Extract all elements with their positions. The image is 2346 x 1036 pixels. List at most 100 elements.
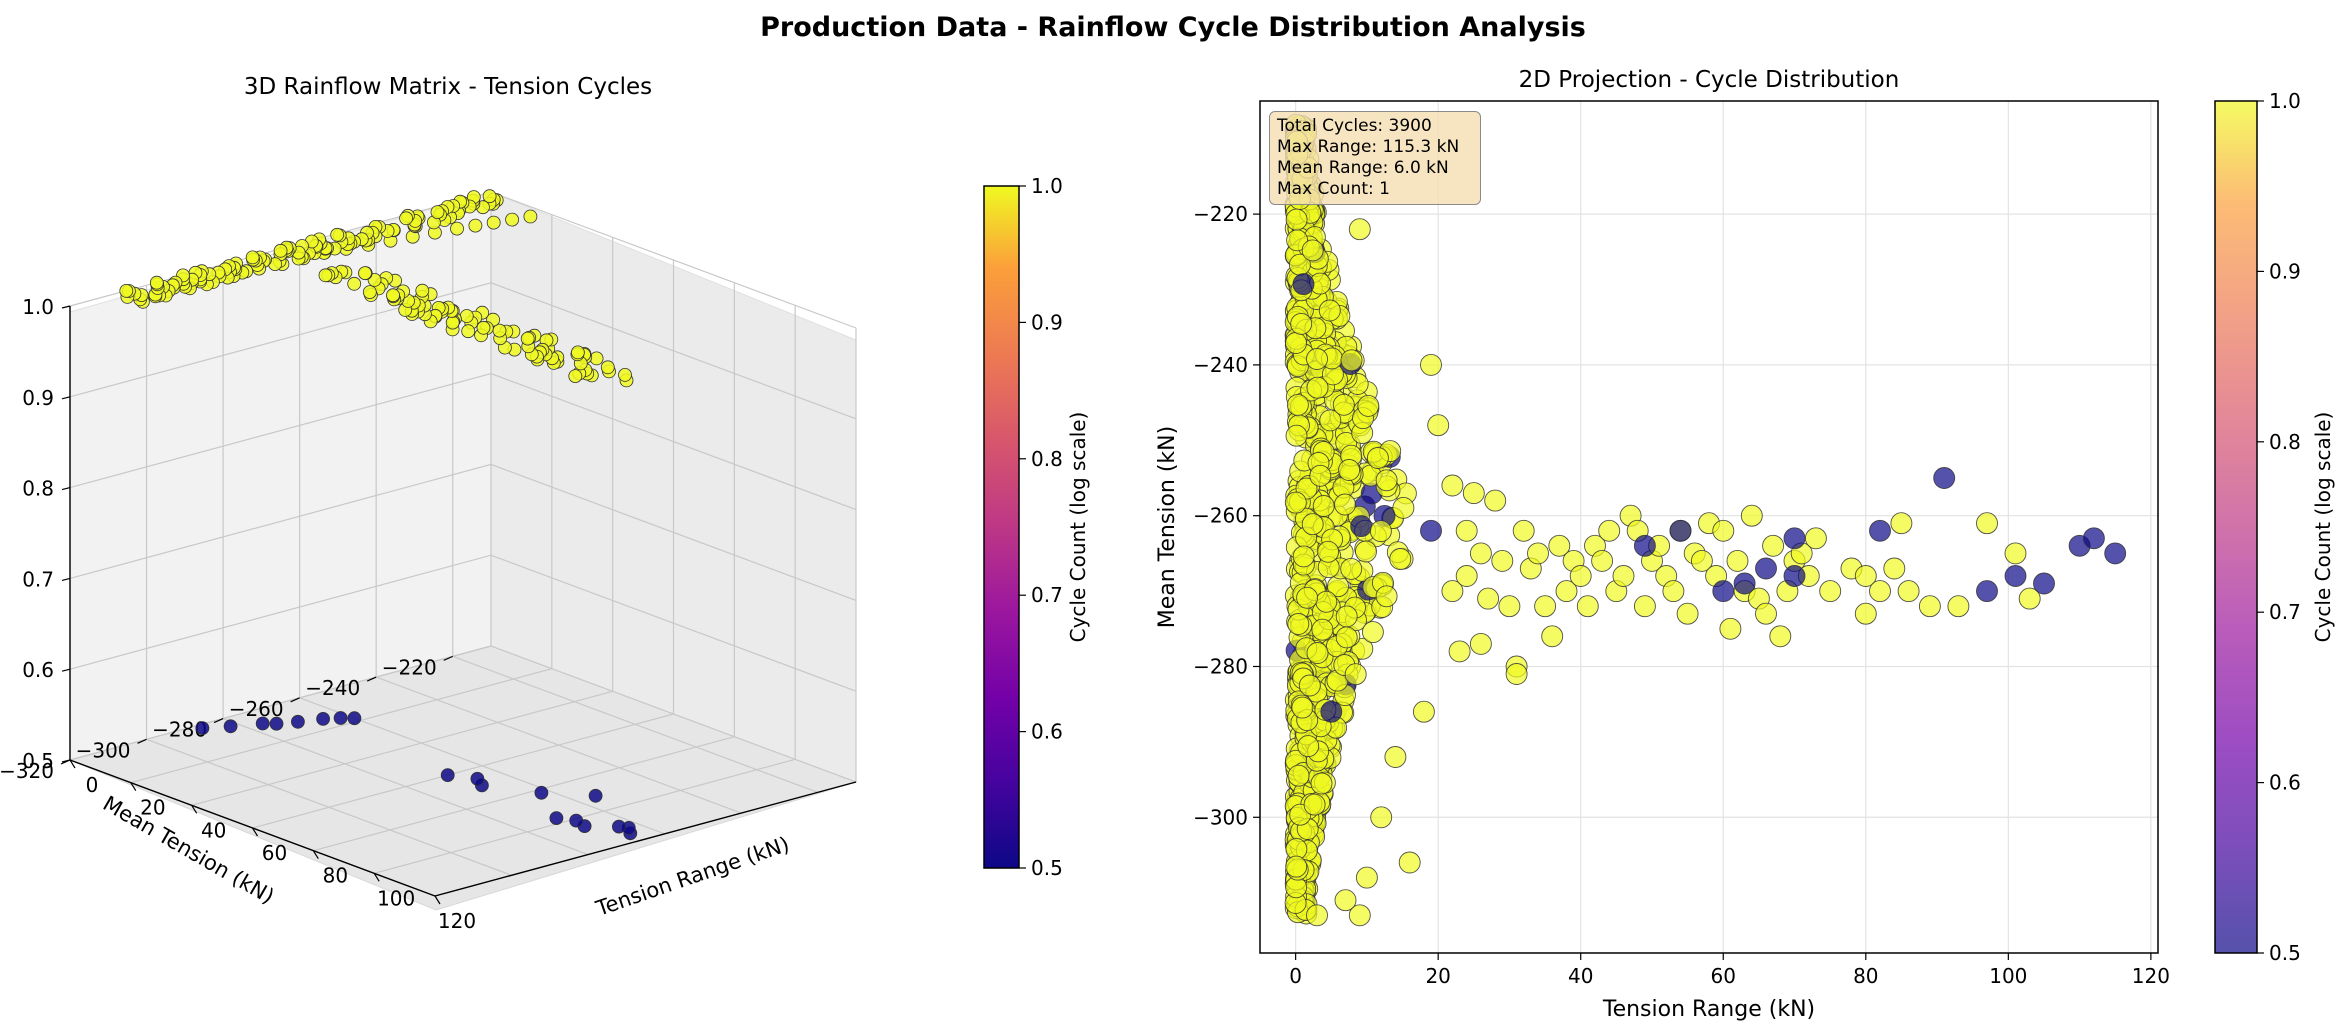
- grid-line-y: [452, 655, 818, 793]
- point-high: [1348, 218, 1371, 241]
- point-high: [1348, 904, 1371, 927]
- grid-line-y: [146, 738, 512, 876]
- point-3d-low: [290, 714, 305, 729]
- point-3d-low: [223, 719, 238, 734]
- point-high: [1455, 519, 1478, 542]
- point-high: [1361, 621, 1384, 644]
- point-low: [1712, 580, 1735, 603]
- point-high: [1285, 424, 1308, 447]
- colorbar-tick-label: 0.5: [1031, 856, 1063, 880]
- point-high: [1335, 626, 1358, 649]
- point-low: [1869, 519, 1891, 542]
- point-3d-low: [588, 788, 603, 803]
- point-3d-low: [470, 771, 485, 786]
- point-high: [1287, 613, 1310, 635]
- x-tick-label-3d: 80: [323, 864, 348, 888]
- x-tick-3d: [434, 895, 441, 905]
- point-high: [1301, 513, 1324, 536]
- point-3d-high: [318, 268, 333, 283]
- point-3d-high: [358, 266, 372, 281]
- point-high: [1947, 595, 1970, 618]
- point-high: [1441, 474, 1464, 497]
- point-low: [2033, 572, 2055, 595]
- point-3d-low: [612, 819, 626, 834]
- point-high: [1633, 595, 1656, 618]
- point-high: [1534, 595, 1557, 618]
- point-high: [1612, 565, 1635, 587]
- x-tick-label: 20: [1425, 964, 1450, 988]
- point-3d-high: [618, 367, 632, 382]
- point-3d-high: [571, 345, 585, 360]
- point-high: [1462, 482, 1485, 505]
- point-high: [1306, 904, 1328, 927]
- colorbar-tick-label: 0.6: [2269, 771, 2301, 795]
- x-tick-label-3d: 40: [201, 818, 226, 842]
- point-high: [1297, 735, 1320, 758]
- colorbar-2d: 0.5 0.6 0.7 0.8 0.9 1.0 Cycle Count (log scal…: [2214, 89, 2335, 965]
- point-high: [1740, 504, 1763, 527]
- x-axis-line-3d: [434, 781, 857, 897]
- y-tick-label: −240: [1193, 353, 1248, 377]
- point-high: [1309, 464, 1332, 487]
- point-high: [1804, 527, 1827, 550]
- colorbar-2d-ticks: 0.5 0.6 0.7 0.8 0.9 1.0: [2257, 89, 2301, 965]
- stats-total-cycles: Total Cycles: 3900: [1277, 116, 1432, 136]
- point-3d-low: [269, 716, 284, 731]
- stats-max-range: Max Range: 115.3 kN: [1277, 137, 1460, 157]
- x-axis-label-2d: Tension Range (kN): [1602, 997, 1815, 1022]
- point-3d-low: [549, 811, 564, 825]
- points-2d: [1306, 218, 2127, 927]
- colorbar-tick-label: 0.9: [1031, 310, 1063, 334]
- colorbar-3d-bar: [983, 185, 1020, 869]
- axis-ticks-3d: 020406080100120−320−300−280−260−240−2200…: [0, 295, 857, 933]
- colorbar-3d-ticks: 0.5 0.6 0.7 0.8 0.9 1.0: [1019, 174, 1063, 880]
- point-high: [1369, 520, 1392, 543]
- y-tick-label-3d: −320: [0, 759, 54, 783]
- point-high: [1890, 512, 1913, 535]
- point-high: [1505, 663, 1528, 685]
- colorbar-3d-label: Cycle Count (log scale): [1066, 412, 1090, 643]
- colorbar-2d-bar: [2214, 100, 2258, 954]
- z-tick-3d: [61, 759, 71, 763]
- point-high: [1332, 393, 1355, 416]
- point-3d-high: [245, 250, 260, 265]
- point-high: [1344, 663, 1367, 686]
- point-high: [1819, 580, 1842, 603]
- point-high: [1719, 617, 1742, 640]
- point-high: [1548, 534, 1571, 557]
- stats-max-count: Max Count: 1: [1277, 179, 1390, 199]
- x-tick-label-3d: 20: [140, 796, 165, 820]
- point-high: [1303, 793, 1326, 816]
- z-tick-3d: [61, 396, 71, 400]
- point-high: [1854, 602, 1877, 625]
- point-high: [1310, 772, 1333, 795]
- point-3d-low: [195, 721, 210, 735]
- point-3d-low: [347, 711, 362, 726]
- grid-line-z: [69, 645, 857, 783]
- chart-2d: 2D Projection - Cycle Distribution 0 20 40…: [1155, 67, 2170, 1022]
- x-tick-label: 0: [1289, 964, 1302, 988]
- point-high: [2018, 587, 2041, 610]
- point-high: [1541, 625, 1564, 648]
- y-tick-label-3d: −220: [382, 655, 437, 679]
- point-3d-high: [119, 283, 134, 298]
- points-3d: [119, 189, 638, 841]
- colorbar-tick-label: 0.6: [1031, 720, 1063, 744]
- point-low: [1976, 580, 1998, 603]
- point-low: [1755, 557, 1777, 580]
- point-low: [1783, 565, 1806, 587]
- point-high: [1576, 595, 1599, 618]
- point-high: [1306, 348, 1328, 370]
- point-high: [1375, 469, 1398, 492]
- point-3d-low: [316, 712, 331, 726]
- point-high: [1355, 540, 1377, 563]
- grid-line-z: [69, 463, 857, 601]
- z-tick-3d: [61, 577, 71, 581]
- z-tick-label-3d: 0.6: [22, 658, 54, 682]
- point-high: [1357, 394, 1380, 417]
- point-high: [1366, 447, 1389, 469]
- point-high: [1512, 519, 1535, 542]
- point-high: [1484, 489, 1507, 512]
- point-high: [1301, 239, 1324, 262]
- x-tick-label: 40: [1568, 964, 1593, 988]
